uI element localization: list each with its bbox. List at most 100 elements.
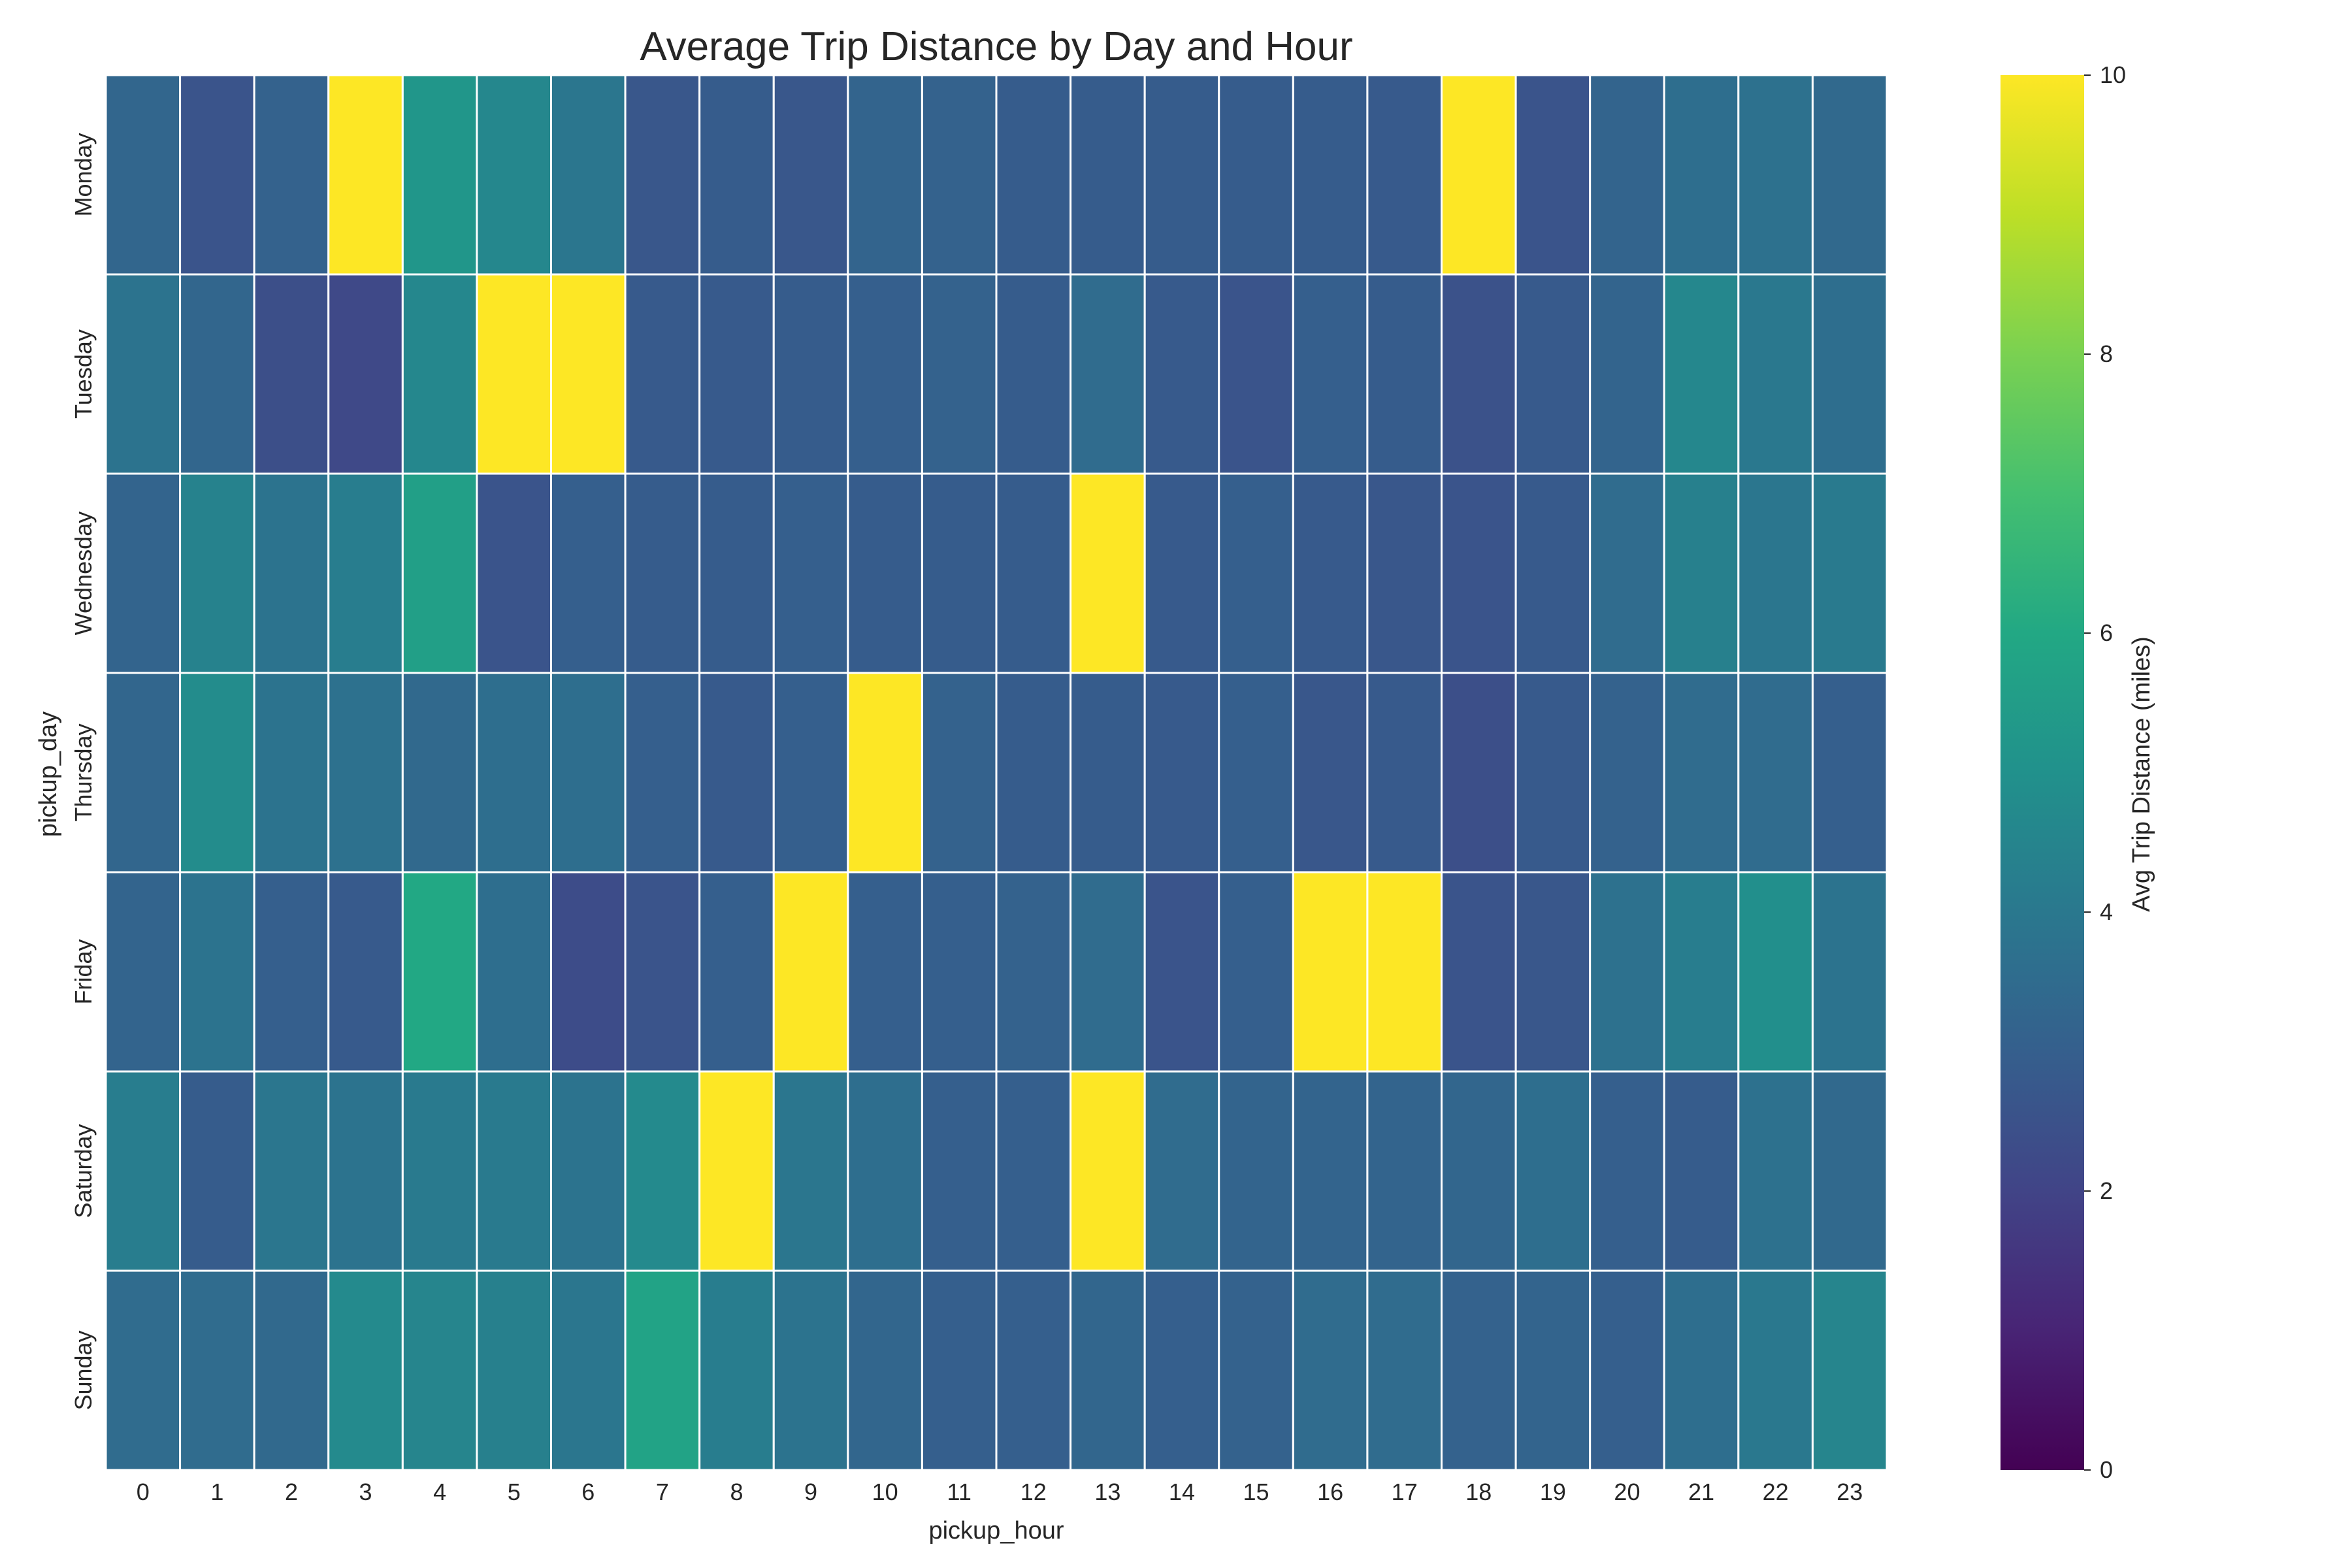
heatmap-cell-wednesday-0 <box>105 472 182 674</box>
x-tick-label: 4 <box>433 1478 446 1505</box>
heatmap-cell-friday-18 <box>1441 871 1517 1073</box>
heatmap-cell-monday-6 <box>550 74 627 276</box>
x-tick-label: 3 <box>359 1478 372 1505</box>
heatmap-cell-wednesday-13 <box>1070 472 1146 674</box>
heatmap-cell-friday-12 <box>995 871 1072 1073</box>
heatmap-cell-tuesday-21 <box>1663 273 1740 475</box>
y-tick-label: Thursday <box>70 723 97 821</box>
heatmap-cell-saturday-0 <box>105 1070 182 1272</box>
heatmap-cell-friday-5 <box>476 871 553 1073</box>
heatmap-cell-tuesday-0 <box>105 273 182 475</box>
heatmap-cell-wednesday-17 <box>1366 472 1443 674</box>
heatmap-cell-monday-19 <box>1514 74 1592 276</box>
heatmap-cell-thursday-0 <box>105 672 182 874</box>
heatmap-cell-sunday-22 <box>1737 1269 1814 1471</box>
heatmap-cell-saturday-12 <box>995 1070 1072 1272</box>
heatmap-cell-friday-6 <box>550 871 627 1073</box>
colorbar-tick-label: 8 <box>2100 340 2113 367</box>
heatmap-cell-friday-15 <box>1218 871 1294 1073</box>
x-tick-label: 1 <box>210 1478 223 1505</box>
heatmap-cell-wednesday-20 <box>1589 472 1665 674</box>
heatmap-cell-monday-22 <box>1737 74 1814 276</box>
y-tick-label: Monday <box>70 133 97 216</box>
x-tick-label: 18 <box>1465 1478 1492 1505</box>
y-tick-label: Wednesday <box>70 512 97 635</box>
heatmap-cell-thursday-17 <box>1366 672 1443 874</box>
heatmap-cell-monday-13 <box>1070 74 1146 276</box>
heatmap-cell-wednesday-6 <box>550 472 627 674</box>
heatmap-cell-thursday-6 <box>550 672 627 874</box>
heatmap-cell-thursday-16 <box>1292 672 1369 874</box>
heatmap-cell-thursday-22 <box>1737 672 1814 874</box>
heatmap-cell-saturday-7 <box>624 1070 701 1272</box>
heatmap-cell-wednesday-4 <box>401 472 478 674</box>
x-tick-label: 2 <box>285 1478 298 1505</box>
heatmap-cell-tuesday-2 <box>253 273 330 475</box>
x-tick-label: 22 <box>1763 1478 1789 1505</box>
heatmap-cell-thursday-13 <box>1070 672 1146 874</box>
heatmap-cell-sunday-21 <box>1663 1269 1740 1471</box>
heatmap-cell-wednesday-10 <box>847 472 923 674</box>
heatmap-cell-monday-21 <box>1663 74 1740 276</box>
colorbar-tick-label: 6 <box>2100 619 2113 646</box>
heatmap-cell-monday-1 <box>179 74 255 276</box>
heatmap-cell-saturday-14 <box>1143 1070 1220 1272</box>
x-tick-label: 0 <box>137 1478 150 1505</box>
colorbar: 0 2 4 6 8 10 Avg Trip Distance (miles) <box>2001 61 2155 1483</box>
x-axis-label: pickup_hour <box>928 1517 1064 1544</box>
y-tick-label: Friday <box>70 939 97 1004</box>
heatmap-cell-saturday-4 <box>401 1070 478 1272</box>
heatmap-cell-sunday-23 <box>1811 1269 1888 1471</box>
x-tick-label: 6 <box>581 1478 595 1505</box>
heatmap-cell-wednesday-15 <box>1218 472 1294 674</box>
heatmap-cell-sunday-12 <box>995 1269 1072 1471</box>
heatmap-cell-sunday-9 <box>772 1269 849 1471</box>
x-tick-label: 12 <box>1021 1478 1047 1505</box>
x-tick-label: 10 <box>872 1478 898 1505</box>
heatmap-cell-monday-8 <box>698 74 775 276</box>
heatmap-cell-thursday-9 <box>772 672 849 874</box>
y-axis-label: pickup_day <box>35 711 62 837</box>
heatmap-cell-monday-7 <box>624 74 701 276</box>
heatmap-cell-tuesday-10 <box>847 273 923 475</box>
heatmap-cell-sunday-20 <box>1589 1269 1665 1471</box>
heatmap-cell-sunday-15 <box>1218 1269 1294 1471</box>
heatmap-cell-thursday-10 <box>847 672 923 874</box>
heatmap-cell-friday-14 <box>1143 871 1220 1073</box>
heatmap-cell-tuesday-8 <box>698 273 775 475</box>
heatmap-cell-tuesday-14 <box>1143 273 1220 475</box>
heatmap-cell-sunday-0 <box>105 1269 182 1471</box>
heatmap-cell-sunday-1 <box>179 1269 255 1471</box>
heatmap-cell-thursday-4 <box>401 672 478 874</box>
heatmap-cell-saturday-23 <box>1811 1070 1888 1272</box>
x-tick-label: 23 <box>1837 1478 1863 1505</box>
heatmap-cell-thursday-20 <box>1589 672 1665 874</box>
heatmap-cell-friday-16 <box>1292 871 1369 1073</box>
heatmap-cell-wednesday-23 <box>1811 472 1888 674</box>
heatmap-cell-monday-9 <box>772 74 849 276</box>
heatmap-cell-sunday-3 <box>327 1269 404 1471</box>
heatmap-cell-tuesday-13 <box>1070 273 1146 475</box>
heatmap-cell-sunday-5 <box>476 1269 553 1471</box>
heatmap-cell-saturday-9 <box>772 1070 849 1272</box>
heatmap-cell-tuesday-16 <box>1292 273 1369 475</box>
x-tick-label: 15 <box>1243 1478 1269 1505</box>
heatmap-cell-thursday-11 <box>921 672 998 874</box>
heatmap-cell-saturday-1 <box>179 1070 255 1272</box>
heatmap-cell-friday-21 <box>1663 871 1740 1073</box>
heatmap-cell-monday-16 <box>1292 74 1369 276</box>
heatmap-cell-wednesday-11 <box>921 472 998 674</box>
heatmap-cell-thursday-15 <box>1218 672 1294 874</box>
heatmap-cell-sunday-8 <box>698 1269 775 1471</box>
x-tick-label: 14 <box>1169 1478 1195 1505</box>
heatmap-cell-friday-22 <box>1737 871 1814 1073</box>
heatmap-cell-wednesday-21 <box>1663 472 1740 674</box>
x-tick-label: 17 <box>1392 1478 1418 1505</box>
heatmap-cell-monday-18 <box>1441 74 1517 276</box>
heatmap-cell-thursday-8 <box>698 672 775 874</box>
y-tick-label: Sunday <box>70 1330 97 1410</box>
heatmap-cell-saturday-22 <box>1737 1070 1814 1272</box>
heatmap-cell-wednesday-14 <box>1143 472 1220 674</box>
heatmap-cell-thursday-12 <box>995 672 1072 874</box>
heatmap-cell-saturday-18 <box>1441 1070 1517 1272</box>
